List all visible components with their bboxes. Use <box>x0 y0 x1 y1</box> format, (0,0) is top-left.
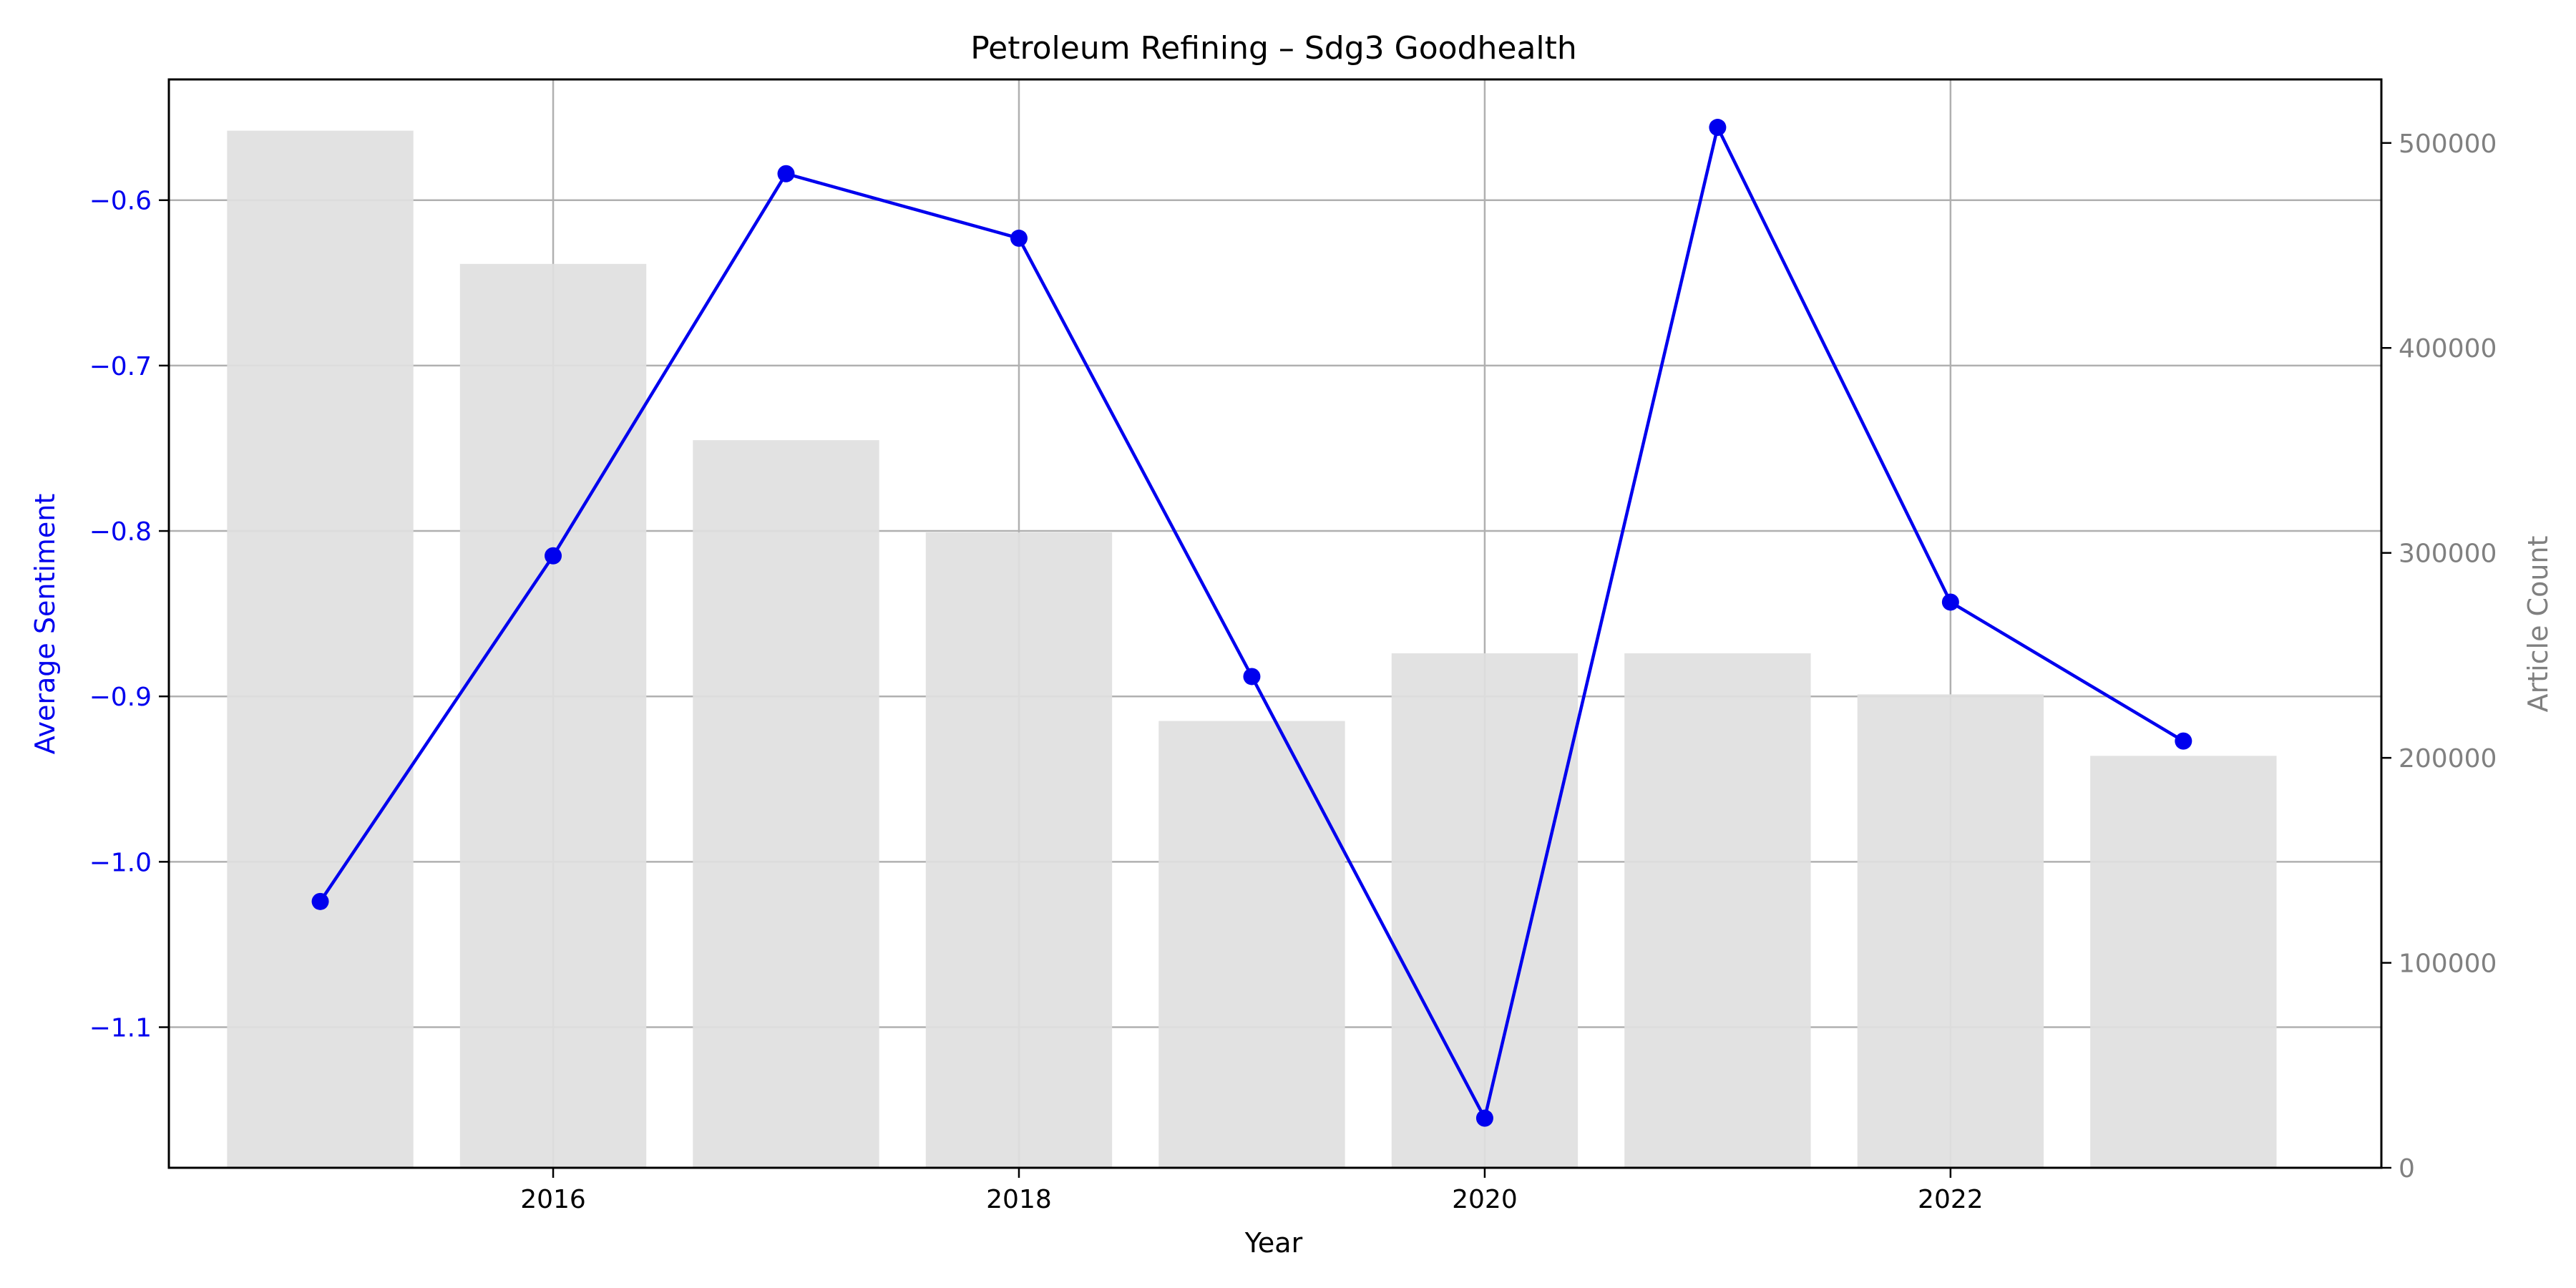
sentiment-point <box>777 165 795 182</box>
sentiment-point <box>1475 1109 1493 1127</box>
plot-frame <box>167 78 2383 1169</box>
y-right-tick-label: 0 <box>2399 1154 2415 1184</box>
chart-title: Petroleum Refining – Sdg3 Goodhealth <box>970 30 1577 67</box>
bar <box>1857 694 2044 1168</box>
y-axis-left-label: Average Sentiment <box>29 494 61 755</box>
x-axis-label: Year <box>1244 1227 1303 1259</box>
y-left-tick-label: −0.9 <box>89 683 152 712</box>
y-right-tick-label: 100000 <box>2399 950 2497 979</box>
bar <box>459 263 647 1168</box>
y-left-tick-label: −1.0 <box>89 848 152 877</box>
y-right-tick-label: 200000 <box>2399 744 2497 774</box>
x-tick-label: 2018 <box>986 1185 1052 1214</box>
y-left-tick-label: −0.7 <box>89 352 152 381</box>
sentiment-point <box>545 547 562 565</box>
y-left-tick-label: −0.8 <box>89 517 152 547</box>
bar <box>1391 653 1579 1168</box>
x-tick-label: 2020 <box>1452 1185 1518 1214</box>
x-tick-label: 2016 <box>520 1185 586 1214</box>
bar <box>227 130 414 1169</box>
bar <box>1624 653 1811 1168</box>
y-right-tick-label: 300000 <box>2399 540 2497 569</box>
bar <box>693 440 879 1168</box>
x-tick-label: 2022 <box>1918 1185 1984 1214</box>
y-right-tick-label: 400000 <box>2399 334 2497 364</box>
sentiment-point <box>1010 229 1028 247</box>
line-series <box>311 119 2192 1127</box>
bar <box>925 532 1113 1168</box>
sentiment-point <box>311 892 329 910</box>
sentiment-point <box>2175 732 2192 750</box>
sentiment-point <box>1243 668 1261 686</box>
axes: 2016 2018 2020 2022 −0.6 −0.7 −0.8 −0.9 −1.0 −1.1… <box>89 78 2497 1214</box>
bar-series <box>227 130 2277 1169</box>
bar <box>1158 721 1345 1168</box>
y-left-tick-label: −0.6 <box>89 187 152 216</box>
y-left-tick-label: −1.1 <box>89 1014 152 1043</box>
y-axis-right-label: Article Count <box>2522 536 2554 713</box>
sentiment-point <box>1709 119 1727 137</box>
y-right-tick-label: 500000 <box>2399 130 2497 159</box>
sentiment-point <box>1941 593 1959 611</box>
bar <box>2090 756 2277 1168</box>
